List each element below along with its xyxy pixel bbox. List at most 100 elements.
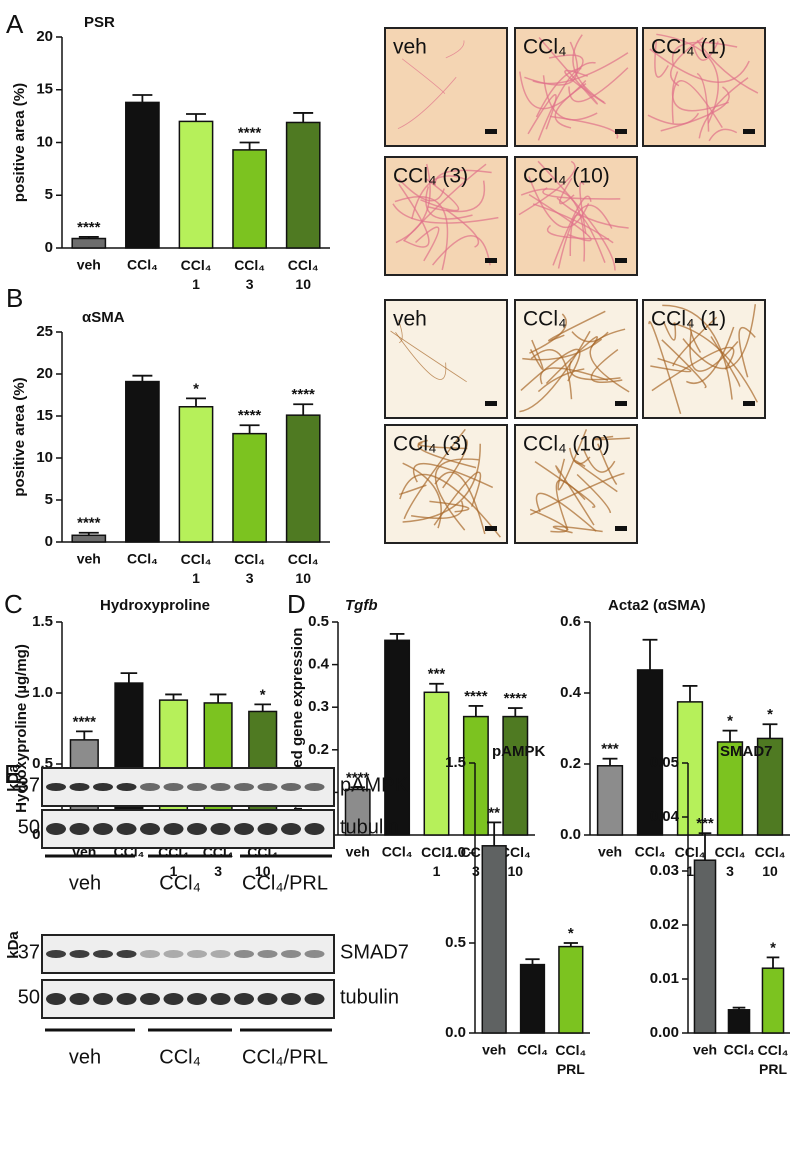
tissue-fiber <box>417 441 477 469</box>
tissue-fiber <box>671 80 723 129</box>
bar <box>761 967 785 1034</box>
x-tick-label: CCl₄ <box>127 551 158 567</box>
blot-band <box>304 823 325 835</box>
blot-band <box>234 823 254 835</box>
blot-band <box>281 783 301 791</box>
x-tick-label: veh <box>482 1042 506 1058</box>
tissue-fiber <box>662 304 733 400</box>
micrograph-label: CCl₄ (1) <box>651 308 726 331</box>
x-tick-label: CCl₄ 10 <box>288 551 319 586</box>
micrograph-label: CCl₄ (10) <box>523 433 610 456</box>
micrograph-label: CCl₄ (1) <box>651 36 726 59</box>
tissue-fiber <box>542 187 621 200</box>
scale-bar <box>615 401 627 406</box>
chart-title: Acta2 (αSMA) <box>608 597 706 614</box>
significance: ** <box>488 804 500 821</box>
tissue-fiber <box>520 348 581 392</box>
x-tick-label: CCl₄ 3 <box>234 257 265 292</box>
tissue-fiber <box>397 319 403 344</box>
bar <box>716 741 744 836</box>
panel-label: A <box>6 9 24 39</box>
tissue-fiber <box>442 438 468 489</box>
tissue-fiber <box>529 472 625 516</box>
micrograph-label: veh <box>393 36 427 59</box>
blot-band <box>140 823 160 835</box>
blot-band <box>116 783 137 791</box>
blot-band <box>163 993 184 1005</box>
tissue-fiber <box>538 37 598 105</box>
significance: **** <box>73 713 97 730</box>
blot-band <box>93 950 113 958</box>
bar <box>558 945 584 1034</box>
bar <box>596 765 624 836</box>
tissue-fiber <box>518 160 576 216</box>
tissue-fiber <box>534 461 596 508</box>
group-label: CCl₄ <box>159 872 201 894</box>
band-label: tubulin <box>340 986 399 1008</box>
blot-band <box>187 993 207 1005</box>
tissue-fiber <box>519 330 591 413</box>
y-tick-label: 0.4 <box>308 656 330 673</box>
tissue-fiber <box>554 82 587 129</box>
y-tick-label: 5 <box>45 491 53 508</box>
y-axis-label: positive area (%) <box>11 377 28 496</box>
tissue-fiber <box>398 183 430 248</box>
y-tick-label: 0.2 <box>560 755 581 772</box>
y-tick-label: 0.02 <box>650 916 679 933</box>
tissue-fiber <box>425 186 473 220</box>
bar <box>636 669 664 836</box>
marker-label: 37 <box>18 941 40 963</box>
y-tick-label: 0.03 <box>650 862 679 879</box>
significance: **** <box>292 386 316 403</box>
tissue-fiber <box>412 463 494 489</box>
tissue-fiber <box>528 193 592 242</box>
significance: **** <box>504 690 528 707</box>
tissue-fiber <box>686 326 735 384</box>
tissue-fiber <box>552 195 592 266</box>
blot-band <box>304 993 325 1005</box>
significance: * <box>260 686 266 703</box>
blot-band <box>69 950 90 958</box>
marker-label: 50 <box>18 816 40 838</box>
tissue-fiber <box>579 181 587 234</box>
tissue-fiber <box>557 204 613 269</box>
tissue-fiber <box>582 448 616 473</box>
y-tick-label: 0.0 <box>445 1024 466 1041</box>
x-tick-label: CCl₄ 1 <box>181 551 212 586</box>
tissue-fiber <box>660 86 730 132</box>
blot-band <box>281 950 301 958</box>
x-tick-label: veh <box>693 1042 717 1058</box>
chart-title: PSR <box>84 14 115 31</box>
bar <box>423 691 450 836</box>
y-tick-label: 25 <box>36 323 53 340</box>
micrograph-label: CCl₄ <box>523 36 567 59</box>
tissue-fiber <box>398 178 445 202</box>
blot-band <box>187 823 207 835</box>
panel-label: D <box>287 589 306 619</box>
y-tick-label: 0.3 <box>308 698 329 715</box>
blot-band <box>234 950 254 958</box>
tissue-fiber <box>692 41 719 61</box>
blot-band <box>93 993 113 1005</box>
chart-title: αSMA <box>82 309 125 326</box>
tissue-fiber <box>569 214 606 263</box>
unit-label: kDa <box>5 764 22 792</box>
significance: **** <box>346 769 370 786</box>
bar <box>71 237 107 249</box>
micrograph <box>384 299 508 419</box>
significance: * <box>568 925 574 942</box>
y-axis-label: Hydroxyproline (µg/mg) <box>13 644 30 813</box>
y-tick-label: 0.01 <box>650 970 679 987</box>
scale-bar <box>615 526 627 531</box>
band-label: pAMPK <box>340 774 408 796</box>
x-tick-label: veh <box>77 257 101 273</box>
bar <box>727 1009 751 1034</box>
y-tick-label: 1.5 <box>32 613 53 630</box>
scale-bar <box>485 258 497 263</box>
scale-bar <box>615 129 627 134</box>
significance: **** <box>77 219 101 236</box>
tissue-fiber <box>589 328 630 393</box>
significance: *** <box>601 741 619 758</box>
blot-band <box>210 950 231 958</box>
bar <box>756 737 784 836</box>
